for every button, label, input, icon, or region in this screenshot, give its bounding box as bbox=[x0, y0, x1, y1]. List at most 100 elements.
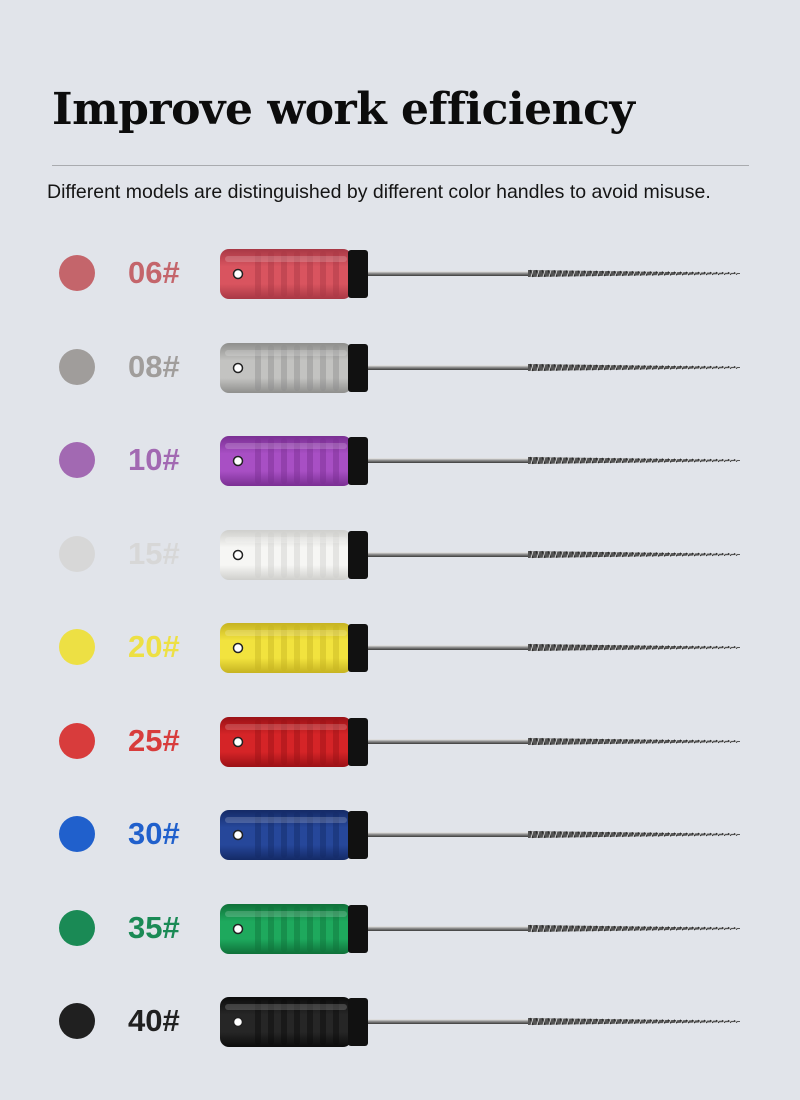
file-shank bbox=[368, 1019, 528, 1024]
file-shank bbox=[368, 458, 528, 463]
file-stopper bbox=[348, 250, 368, 298]
file-handle bbox=[220, 249, 352, 299]
endodontic-file bbox=[215, 799, 755, 869]
file-handle bbox=[220, 904, 352, 954]
grip-ridge bbox=[294, 812, 300, 858]
grip-ridge bbox=[320, 532, 326, 578]
handle-hole bbox=[232, 362, 244, 374]
endodontic-file bbox=[215, 519, 755, 589]
file-shank bbox=[368, 739, 528, 744]
grip-ridge bbox=[255, 625, 261, 671]
grip-ridge bbox=[307, 532, 313, 578]
grip-ridge bbox=[333, 345, 339, 391]
color-dot bbox=[59, 816, 95, 852]
grip-ridge bbox=[255, 438, 261, 484]
model-row: 15# bbox=[0, 519, 800, 589]
model-row: 40# bbox=[0, 986, 800, 1056]
color-dot bbox=[59, 910, 95, 946]
grip-ridge bbox=[320, 812, 326, 858]
model-label: 35# bbox=[128, 910, 180, 945]
file-handle bbox=[220, 717, 352, 767]
endodontic-file bbox=[215, 893, 755, 963]
file-stopper bbox=[348, 998, 368, 1046]
file-shank bbox=[368, 365, 528, 370]
grip-ridge bbox=[307, 251, 313, 297]
endodontic-file bbox=[215, 706, 755, 776]
grip-ridge bbox=[294, 345, 300, 391]
endodontic-file bbox=[215, 986, 755, 1056]
file-shank bbox=[368, 645, 528, 650]
model-label: 20# bbox=[128, 629, 180, 664]
grip-ridge bbox=[268, 345, 274, 391]
model-row: 25# bbox=[0, 706, 800, 776]
grip-ridge bbox=[307, 438, 313, 484]
grip-ridge bbox=[255, 251, 261, 297]
grip-ridge bbox=[333, 438, 339, 484]
grip-ridge bbox=[333, 251, 339, 297]
model-row: 06# bbox=[0, 238, 800, 308]
grip-ridge bbox=[255, 906, 261, 952]
handle-hole bbox=[232, 923, 244, 935]
file-stopper bbox=[348, 531, 368, 579]
color-dot bbox=[59, 442, 95, 478]
grip-ridge bbox=[268, 438, 274, 484]
file-handle bbox=[220, 436, 352, 486]
color-dot bbox=[59, 349, 95, 385]
color-dot bbox=[59, 536, 95, 572]
color-dot bbox=[59, 1003, 95, 1039]
grip-ridge bbox=[333, 719, 339, 765]
file-handle bbox=[220, 343, 352, 393]
grip-ridge bbox=[281, 625, 287, 671]
grip-ridge bbox=[320, 251, 326, 297]
title-divider bbox=[52, 165, 749, 166]
model-label: 25# bbox=[128, 723, 180, 758]
file-stopper bbox=[348, 811, 368, 859]
file-shank bbox=[368, 926, 528, 931]
handle-hole bbox=[232, 549, 244, 561]
model-row: 30# bbox=[0, 799, 800, 869]
color-dot bbox=[59, 255, 95, 291]
grip-ridge bbox=[281, 999, 287, 1045]
file-stopper bbox=[348, 905, 368, 953]
grip-ridge bbox=[255, 999, 261, 1045]
grip-ridge bbox=[268, 719, 274, 765]
handle-hole bbox=[232, 829, 244, 841]
endodontic-file bbox=[215, 238, 755, 308]
handle-hole bbox=[232, 455, 244, 467]
grip-ridge bbox=[333, 625, 339, 671]
handle-hole bbox=[232, 642, 244, 654]
file-handle bbox=[220, 997, 352, 1047]
grip-ridge bbox=[294, 999, 300, 1045]
model-row: 10# bbox=[0, 425, 800, 495]
grip-ridge bbox=[281, 345, 287, 391]
handle-hole bbox=[232, 268, 244, 280]
grip-ridge bbox=[268, 625, 274, 671]
grip-ridge bbox=[333, 999, 339, 1045]
grip-ridge bbox=[294, 532, 300, 578]
file-stopper bbox=[348, 624, 368, 672]
grip-ridge bbox=[281, 532, 287, 578]
handle-hole bbox=[232, 736, 244, 748]
grip-ridge bbox=[333, 532, 339, 578]
grip-ridge bbox=[281, 438, 287, 484]
grip-ridge bbox=[255, 812, 261, 858]
grip-ridge bbox=[320, 345, 326, 391]
grip-ridge bbox=[320, 719, 326, 765]
grip-ridge bbox=[294, 906, 300, 952]
model-label: 40# bbox=[128, 1003, 180, 1038]
grip-ridge bbox=[333, 812, 339, 858]
grip-ridge bbox=[307, 345, 313, 391]
grip-ridge bbox=[255, 345, 261, 391]
grip-ridge bbox=[294, 251, 300, 297]
page-title: Improve work efficiency bbox=[52, 84, 635, 135]
color-dot bbox=[59, 629, 95, 665]
file-stopper bbox=[348, 718, 368, 766]
model-row: 08# bbox=[0, 332, 800, 402]
file-handle bbox=[220, 810, 352, 860]
grip-ridge bbox=[307, 719, 313, 765]
grip-ridge bbox=[320, 999, 326, 1045]
model-label: 08# bbox=[128, 349, 180, 384]
model-label: 06# bbox=[128, 255, 180, 290]
model-label: 30# bbox=[128, 816, 180, 851]
endodontic-file bbox=[215, 425, 755, 495]
